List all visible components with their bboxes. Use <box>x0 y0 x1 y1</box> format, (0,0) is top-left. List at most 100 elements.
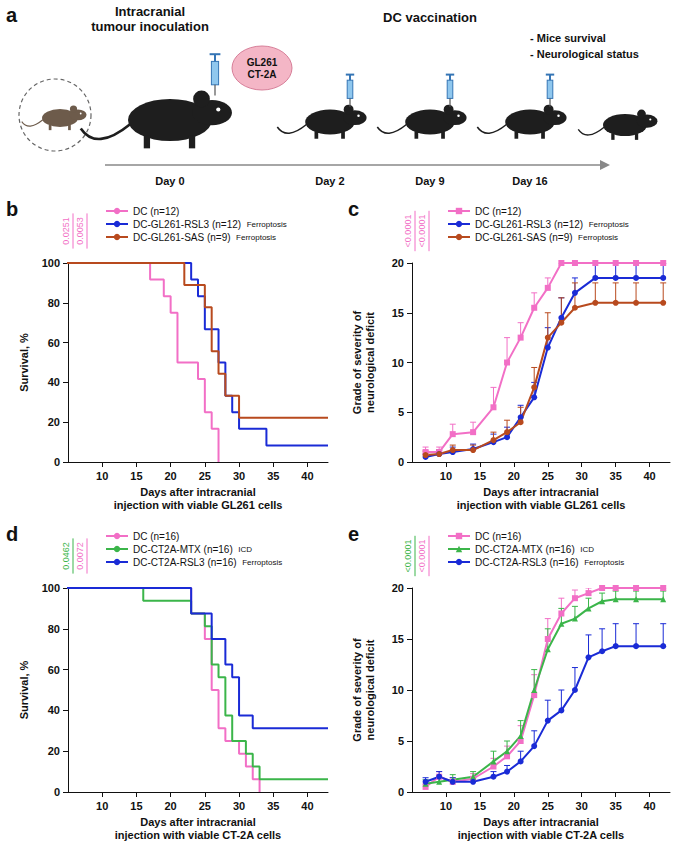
svg-text:- Neurological status: - Neurological status <box>530 48 639 60</box>
svg-text:20: 20 <box>165 470 177 482</box>
svg-text:Day 0: Day 0 <box>155 175 184 187</box>
svg-text:100: 100 <box>42 257 60 269</box>
svg-text:<0.0001: <0.0001 <box>403 215 413 248</box>
svg-text:injection with viable CT-2A ce: injection with viable CT-2A cells <box>458 829 624 841</box>
svg-text:DC (n=16): DC (n=16) <box>133 531 179 542</box>
svg-text:ICD: ICD <box>580 545 594 554</box>
svg-text:neurological deficit: neurological deficit <box>364 312 376 413</box>
svg-text:DC-CT2A-MTX (n=16): DC-CT2A-MTX (n=16) <box>475 544 580 555</box>
svg-text:10: 10 <box>440 470 452 482</box>
svg-text:c: c <box>348 198 359 220</box>
svg-text:a: a <box>6 4 18 26</box>
svg-text:60: 60 <box>48 664 60 676</box>
svg-text:0: 0 <box>398 456 404 468</box>
svg-text:10: 10 <box>440 800 452 812</box>
svg-text:Day 16: Day 16 <box>512 175 547 187</box>
svg-text:0: 0 <box>54 786 60 798</box>
svg-text:15: 15 <box>474 470 486 482</box>
svg-text:DC vaccination: DC vaccination <box>383 10 477 25</box>
svg-text:DC (n=12): DC (n=12) <box>475 206 521 217</box>
svg-text:Grade of severity of: Grade of severity of <box>351 638 363 742</box>
svg-text:5: 5 <box>398 735 404 747</box>
svg-text:Ferroptosis: Ferroptosis <box>589 220 629 229</box>
svg-text:0.0053: 0.0053 <box>75 217 85 245</box>
svg-text:0.0462: 0.0462 <box>61 542 71 570</box>
svg-text:tumour inoculation: tumour inoculation <box>91 19 209 34</box>
svg-text:DC-GL261-SAS (n=9): DC-GL261-SAS (n=9) <box>133 232 236 243</box>
svg-text:DC-GL261-RSL3 (n=12): DC-GL261-RSL3 (n=12) <box>475 219 589 230</box>
svg-text:injection with viable GL261 ce: injection with viable GL261 cells <box>457 499 626 511</box>
svg-text:40: 40 <box>301 470 313 482</box>
svg-text:35: 35 <box>610 800 622 812</box>
svg-text:15: 15 <box>130 470 142 482</box>
svg-text:30: 30 <box>576 800 588 812</box>
svg-text:Grade of severity of: Grade of severity of <box>351 311 363 415</box>
svg-text:neurological deficit: neurological deficit <box>364 639 376 740</box>
svg-text:DC (n=12): DC (n=12) <box>133 206 179 217</box>
svg-text:Days after intracranial: Days after intracranial <box>483 816 599 828</box>
svg-text:injection with viable CT-2A ce: injection with viable CT-2A cells <box>115 829 281 841</box>
svg-text:30: 30 <box>233 800 245 812</box>
svg-text:b: b <box>6 198 18 220</box>
svg-text:DC-CT2A-RSL3 (n=16): DC-CT2A-RSL3 (n=16) <box>133 557 242 568</box>
svg-text:10: 10 <box>96 800 108 812</box>
svg-text:25: 25 <box>542 470 554 482</box>
svg-text:25: 25 <box>542 800 554 812</box>
svg-text:35: 35 <box>267 470 279 482</box>
svg-text:DC-CT2A-MTX (n=16): DC-CT2A-MTX (n=16) <box>133 544 238 555</box>
svg-text:40: 40 <box>644 470 656 482</box>
svg-text:20: 20 <box>48 416 60 428</box>
svg-text:20: 20 <box>392 257 404 269</box>
svg-text:CT-2A: CT-2A <box>248 69 277 80</box>
svg-text:25: 25 <box>199 800 211 812</box>
svg-text:15: 15 <box>130 800 142 812</box>
svg-text:60: 60 <box>48 337 60 349</box>
svg-text:e: e <box>348 523 359 545</box>
svg-text:5: 5 <box>398 406 404 418</box>
svg-text:0.0251: 0.0251 <box>61 217 71 245</box>
svg-text:Survival, %: Survival, % <box>18 333 30 392</box>
svg-text:DC-GL261-SAS (n=9): DC-GL261-SAS (n=9) <box>475 232 578 243</box>
svg-text:10: 10 <box>392 357 404 369</box>
svg-text:Intracranial: Intracranial <box>115 4 185 19</box>
svg-text:20: 20 <box>165 800 177 812</box>
svg-text:0: 0 <box>398 786 404 798</box>
svg-text:- Mice survival: - Mice survival <box>530 32 606 44</box>
svg-text:0: 0 <box>54 456 60 468</box>
svg-text:<0.0001: <0.0001 <box>417 540 427 573</box>
svg-text:Days after intracranial: Days after intracranial <box>483 486 599 498</box>
svg-text:100: 100 <box>42 582 60 594</box>
svg-text:Ferroptosis: Ferroptosis <box>236 233 276 242</box>
svg-text:GL261: GL261 <box>247 57 278 68</box>
svg-text:40: 40 <box>48 376 60 388</box>
svg-text:40: 40 <box>301 800 313 812</box>
svg-text:30: 30 <box>576 470 588 482</box>
svg-text:DC (n=16): DC (n=16) <box>475 531 521 542</box>
svg-text:DC-CT2A-RSL3 (n=16): DC-CT2A-RSL3 (n=16) <box>475 557 584 568</box>
svg-text:<0.0001: <0.0001 <box>417 215 427 248</box>
svg-text:15: 15 <box>392 307 404 319</box>
svg-text:35: 35 <box>610 470 622 482</box>
svg-text:35: 35 <box>267 800 279 812</box>
svg-text:20: 20 <box>508 800 520 812</box>
svg-text:80: 80 <box>48 623 60 635</box>
svg-text:DC-GL261-RSL3 (n=12): DC-GL261-RSL3 (n=12) <box>133 219 247 230</box>
svg-text:40: 40 <box>48 704 60 716</box>
svg-text:d: d <box>6 523 18 545</box>
svg-text:10: 10 <box>392 684 404 696</box>
svg-text:<0.0001: <0.0001 <box>403 540 413 573</box>
svg-text:Ferroptosis: Ferroptosis <box>242 558 282 567</box>
svg-text:20: 20 <box>48 745 60 757</box>
svg-text:Ferroptosis: Ferroptosis <box>578 233 618 242</box>
svg-text:Survival, %: Survival, % <box>18 660 30 719</box>
svg-text:80: 80 <box>48 297 60 309</box>
svg-text:20: 20 <box>392 582 404 594</box>
svg-text:Ferroptosis: Ferroptosis <box>247 220 287 229</box>
svg-text:Days after intracranial: Days after intracranial <box>140 816 256 828</box>
svg-text:40: 40 <box>644 800 656 812</box>
svg-text:Day 2: Day 2 <box>315 175 344 187</box>
svg-text:15: 15 <box>474 800 486 812</box>
svg-text:injection with viable GL261 ce: injection with viable GL261 cells <box>114 499 283 511</box>
svg-text:Day 9: Day 9 <box>415 175 444 187</box>
svg-text:30: 30 <box>233 470 245 482</box>
